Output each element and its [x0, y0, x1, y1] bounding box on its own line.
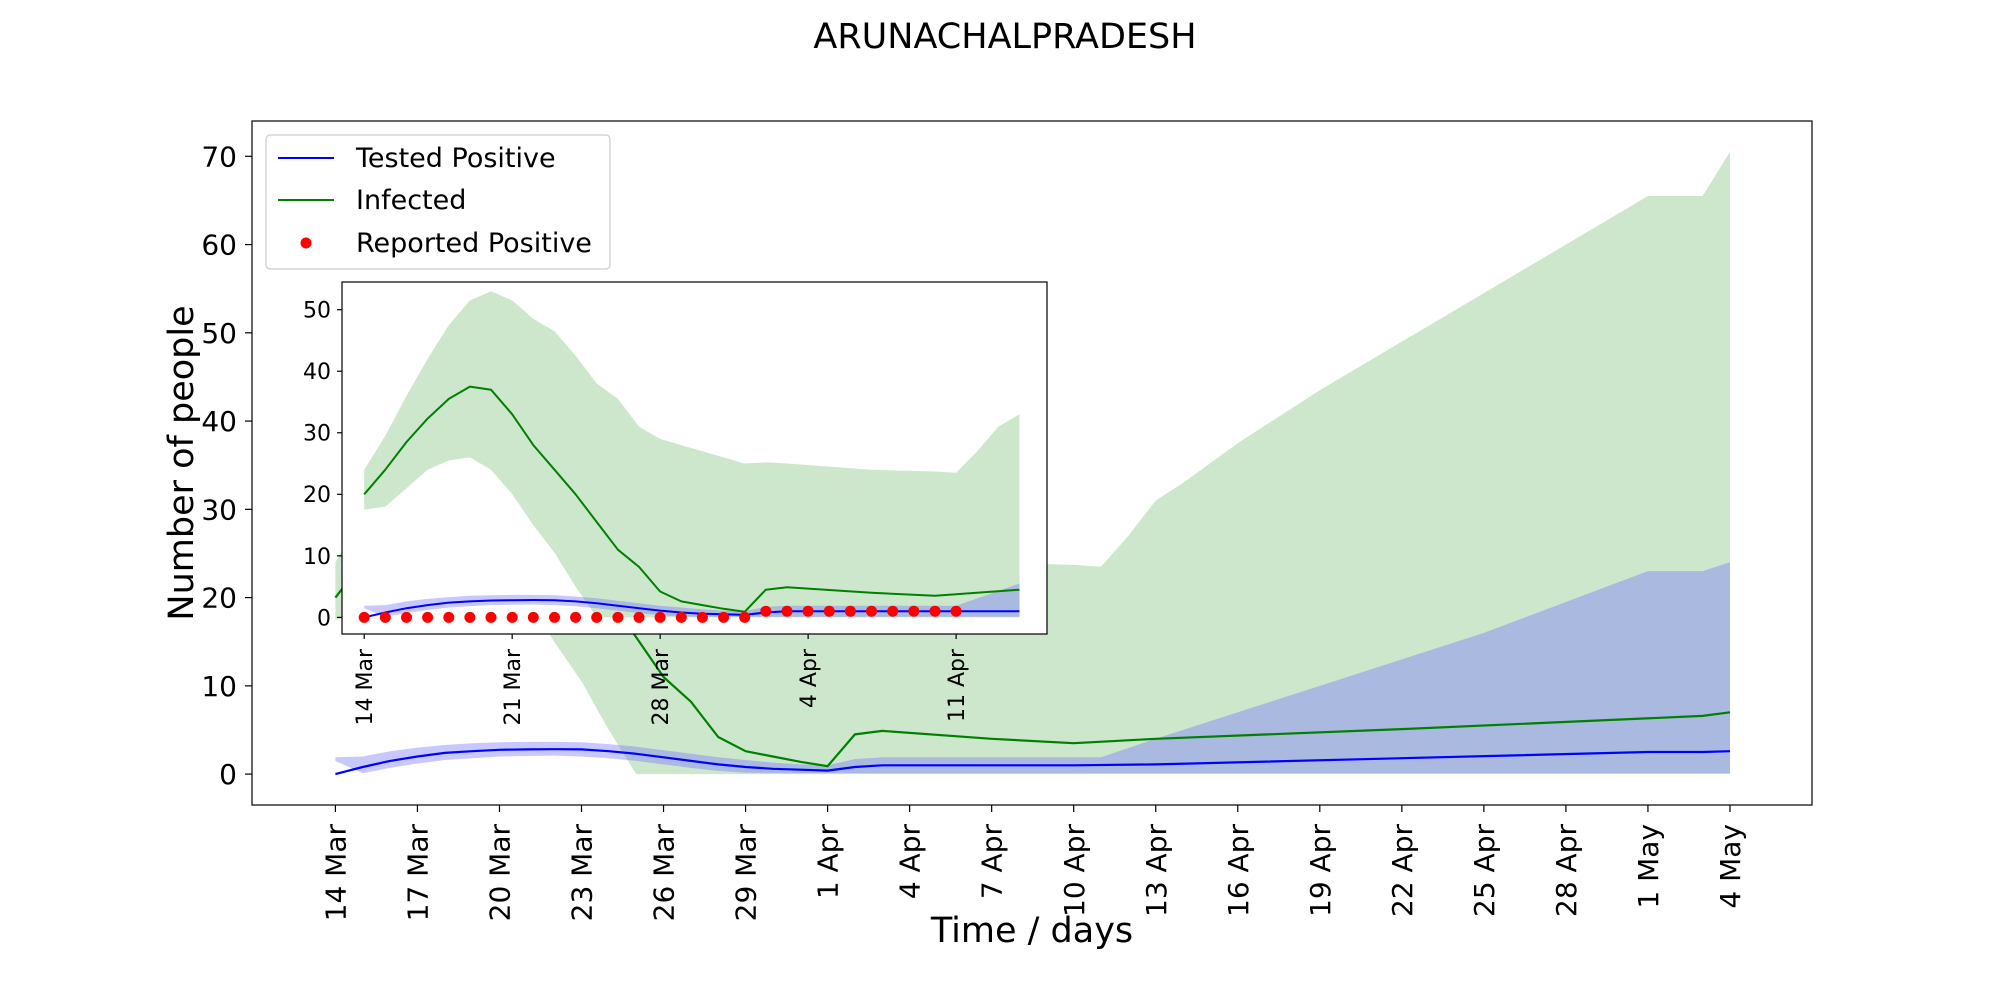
inset-reported-positive-point: [549, 611, 560, 623]
inset-reported-positive-point: [950, 605, 962, 617]
legend-label-tested-positive: Tested Positive: [355, 143, 556, 174]
inset-reported-positive-point: [823, 605, 835, 617]
main-axes-frame: [251, 120, 1813, 806]
main-x-tick-label: 4 Apr: [894, 824, 927, 900]
x-axis-label: Time / days: [930, 911, 1133, 951]
inset-band-infected-range: [364, 291, 1020, 618]
inset-axes-frame: [341, 281, 1048, 635]
inset-reported-positive-point: [633, 611, 645, 623]
main-x-tick-label: 1 May: [1632, 824, 1665, 909]
legend-swatch-reported-positive: [300, 237, 312, 249]
main-x-tick-label: 17 Mar: [402, 824, 435, 922]
legend: Tested Positive Infected Reported Positi…: [265, 134, 611, 270]
inset-plot-area: [358, 291, 1020, 623]
inset-reported-positive-point: [802, 605, 814, 617]
main-x-tick-label: 29 Mar: [730, 824, 763, 922]
main-y-tick-label: 20: [201, 582, 237, 615]
inset-reported-positive-point: [739, 611, 751, 623]
chart-title: ARUNACHALPRADESH: [813, 17, 1196, 57]
inset-reported-positive-point: [696, 611, 708, 623]
main-y-tick-label: 60: [201, 229, 237, 262]
main-y-tick-label: 0: [219, 758, 237, 791]
inset-y-tick-label: 0: [317, 606, 331, 631]
main-x-tick-label: 10 Apr: [1058, 824, 1091, 917]
inset-background: [342, 282, 1047, 634]
inset-x-ticks: 14 Mar 21 Mar 28 Mar 4 Apr 11 Apr: [353, 634, 970, 726]
inset-reported-positive-point: [443, 611, 455, 623]
inset-line-tested-positive: [363, 599, 1020, 619]
inset-reported-positive-point: [866, 605, 877, 617]
legend-label-infected: Infected: [356, 185, 466, 216]
main-y-ticks: 0 10 20 30 40 50 60 70: [201, 140, 252, 791]
main-x-tick-label: 19 Apr: [1304, 824, 1337, 917]
main-y-tick-label: 40: [201, 405, 237, 438]
inset-reported-positive-point: [844, 605, 856, 617]
inset-y-ticks: 0 10 20 30 40 50: [303, 299, 342, 631]
inset-y-tick-label: 30: [303, 422, 331, 447]
inset-x-tick-label: 28 Mar: [649, 648, 674, 725]
main-x-tick-label: 16 Apr: [1222, 824, 1255, 917]
inset-reported-positive-point: [908, 605, 920, 617]
inset-reported-positive-point: [422, 611, 434, 623]
main-x-tick-label: 20 Mar: [484, 824, 517, 922]
inset-reported-positive-point: [379, 611, 391, 623]
main-line-tested-positive: [335, 748, 1731, 776]
inset-reported-positive-point: [591, 611, 603, 623]
inset-reported-positive-point: [506, 611, 518, 623]
main-x-tick-label: 4 May: [1714, 824, 1747, 909]
inset-reported-positive-point: [570, 611, 582, 623]
main-x-tick-label: 28 Apr: [1550, 824, 1583, 917]
inset-x-tick-label: 21 Mar: [501, 648, 526, 725]
inset-y-tick-label: 50: [303, 299, 331, 324]
main-y-tick-label: 10: [201, 670, 237, 703]
main-y-tick-label: 30: [201, 493, 237, 526]
inset-reported-positive-point: [358, 611, 370, 623]
legend-frame: [265, 134, 611, 270]
inset-line-infected: [363, 385, 1020, 613]
inset-reported-positive-point: [464, 611, 476, 623]
inset-y-tick-label: 20: [303, 483, 331, 508]
inset-x-tick-label: 14 Mar: [353, 648, 378, 725]
legend-label-reported-positive: Reported Positive: [356, 228, 592, 259]
inset-reported-positive-point: [781, 605, 793, 617]
main-x-tick-label: 25 Apr: [1468, 824, 1501, 917]
y-axis-label: Number of people: [162, 305, 202, 620]
main-x-ticks: 14 Mar 17 Mar 20 Mar 23 Mar 26 Mar 29 Mar 1 Ap…: [320, 805, 1747, 922]
main-x-tick-label: 1 Apr: [812, 824, 845, 900]
inset-band-tested-positive-range: [364, 583, 1020, 617]
inset-reported-positive-point: [929, 605, 941, 617]
main-y-tick-label: 70: [201, 140, 237, 173]
inset-reported-positive-point: [527, 611, 539, 623]
main-x-tick-label: 26 Mar: [648, 824, 681, 922]
inset-reported-positive-point: [887, 605, 899, 617]
main-y-tick-label: 50: [201, 317, 237, 350]
inset-x-tick-label: 4 Apr: [797, 648, 822, 708]
inset-y-tick-label: 40: [303, 360, 331, 385]
inset-reported-positive-point: [654, 611, 666, 623]
inset-reported-positive-point: [675, 611, 687, 623]
main-x-tick-label: 13 Apr: [1140, 824, 1173, 917]
inset-reported-positive-point: [612, 611, 624, 623]
main-x-tick-label: 22 Apr: [1386, 824, 1419, 917]
inset-reported-positive-point: [760, 605, 772, 617]
main-x-tick-label: 7 Apr: [976, 824, 1009, 900]
main-band-tested-positive-range: [335, 562, 1730, 774]
inset-x-tick-label: 11 Apr: [945, 648, 970, 722]
main-x-tick-label: 14 Mar: [320, 824, 353, 922]
inset-y-tick-label: 10: [303, 545, 331, 570]
inset-reported-positive-point: [401, 611, 412, 623]
inset-reported-positive-point: [718, 611, 730, 623]
main-x-tick-label: 23 Mar: [566, 824, 599, 922]
inset-reported-positive-point: [485, 611, 497, 623]
